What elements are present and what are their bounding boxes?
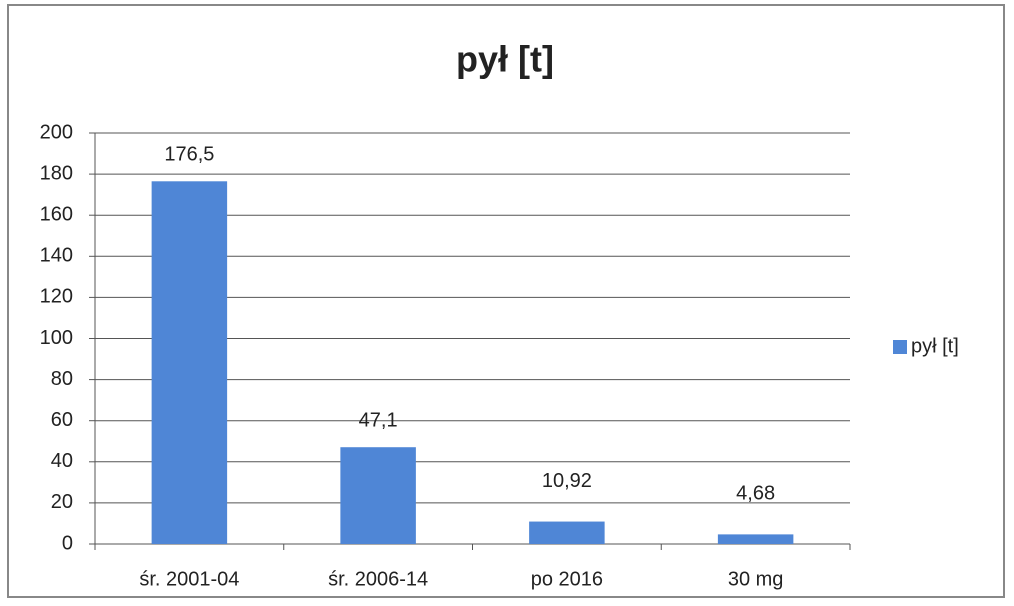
y-tick-label: 100 [40,327,73,349]
y-tick-label: 20 [51,491,73,513]
x-tick-label: śr. 2006-14 [328,568,428,590]
y-tick-label: 180 [40,162,73,184]
bar [529,521,605,544]
chart-title: pył [t] [456,39,554,80]
y-tick-label: 80 [51,368,73,390]
y-tick-label: 40 [51,450,73,472]
y-tick-label: 140 [40,245,73,267]
bar [340,447,416,544]
y-tick-label: 60 [51,409,73,431]
data-label: 4,68 [736,483,775,505]
y-tick-label: 120 [40,286,73,308]
bar [151,181,228,545]
y-tick-label: 160 [40,203,73,225]
y-tick-label: 0 [62,532,73,554]
legend-label: pył [t] [911,335,959,357]
bar [717,534,794,544]
data-label: 176,5 [164,144,214,166]
data-label: 47,1 [359,409,398,431]
legend-swatch [893,340,907,354]
y-tick-label: 200 [40,121,73,143]
x-tick-label: śr. 2001-04 [139,568,239,590]
x-tick-label: po 2016 [531,568,603,590]
x-tick-label: 30 mg [728,568,784,590]
data-label: 10,92 [542,470,592,492]
